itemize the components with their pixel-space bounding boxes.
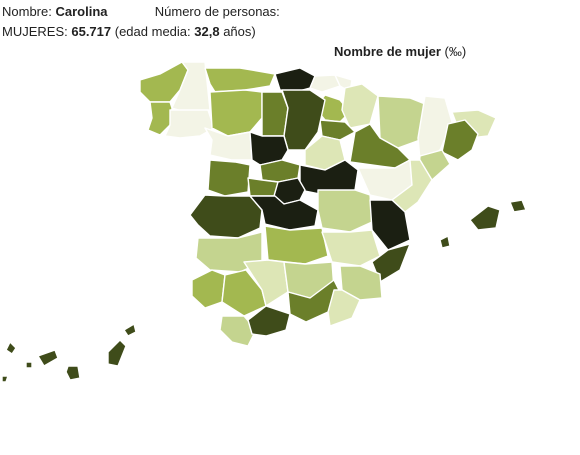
age-value: 32,8 (194, 24, 220, 39)
region-navarra[interactable] (341, 83, 379, 129)
region-valladolid[interactable] (249, 131, 289, 166)
region-salamanca[interactable] (207, 159, 251, 197)
region-ourense[interactable] (164, 109, 215, 139)
legend-title-text: Nombre de mujer (334, 44, 441, 59)
women-value: 65.717 (71, 24, 112, 39)
region-almeria[interactable] (327, 289, 361, 327)
region-alicante[interactable] (371, 243, 411, 283)
info-header: Nombre: Carolina Número de personas: MUJ… (2, 2, 280, 42)
name-label: Nombre: (2, 4, 52, 19)
region-vizcaya[interactable] (309, 74, 341, 93)
region-baleares[interactable] (439, 199, 527, 249)
region-canarias[interactable] (1, 323, 137, 383)
age-suffix: años) (223, 24, 256, 39)
africa-coastline (225, 349, 341, 384)
region-ciudad-real[interactable] (264, 225, 329, 265)
region-castellon[interactable] (391, 159, 433, 213)
region-palencia[interactable] (261, 91, 289, 137)
region-asturias[interactable] (204, 67, 276, 93)
region-pontevedra[interactable] (147, 101, 173, 136)
age-prefix: (edad media: (114, 24, 191, 39)
region-huelva[interactable] (191, 269, 226, 309)
canarias-inset-frame (0, 317, 143, 383)
women-label: MUJERES: (2, 24, 68, 39)
region-albacete[interactable] (321, 229, 381, 267)
name-row: Nombre: Carolina Número de personas: (2, 2, 280, 22)
region-cuenca[interactable] (317, 189, 373, 233)
region-cantabria[interactable] (274, 67, 316, 93)
region-zamora[interactable] (204, 127, 253, 161)
count-label: Número de personas: (154, 4, 280, 19)
region-toledo[interactable] (249, 195, 319, 231)
region-caceres[interactable] (189, 194, 263, 239)
region-la-rioja[interactable] (319, 119, 356, 141)
region-malaga[interactable] (247, 305, 291, 337)
legend-title: Nombre de mujer (‰) (334, 44, 466, 59)
women-row: MUJERES: 65.717 (edad media: 32,8 años) (2, 22, 280, 42)
region-leon[interactable] (209, 89, 263, 137)
region-cadiz[interactable] (219, 315, 257, 347)
name-value: Carolina (55, 4, 108, 19)
legend-title-unit: (‰) (444, 44, 467, 59)
